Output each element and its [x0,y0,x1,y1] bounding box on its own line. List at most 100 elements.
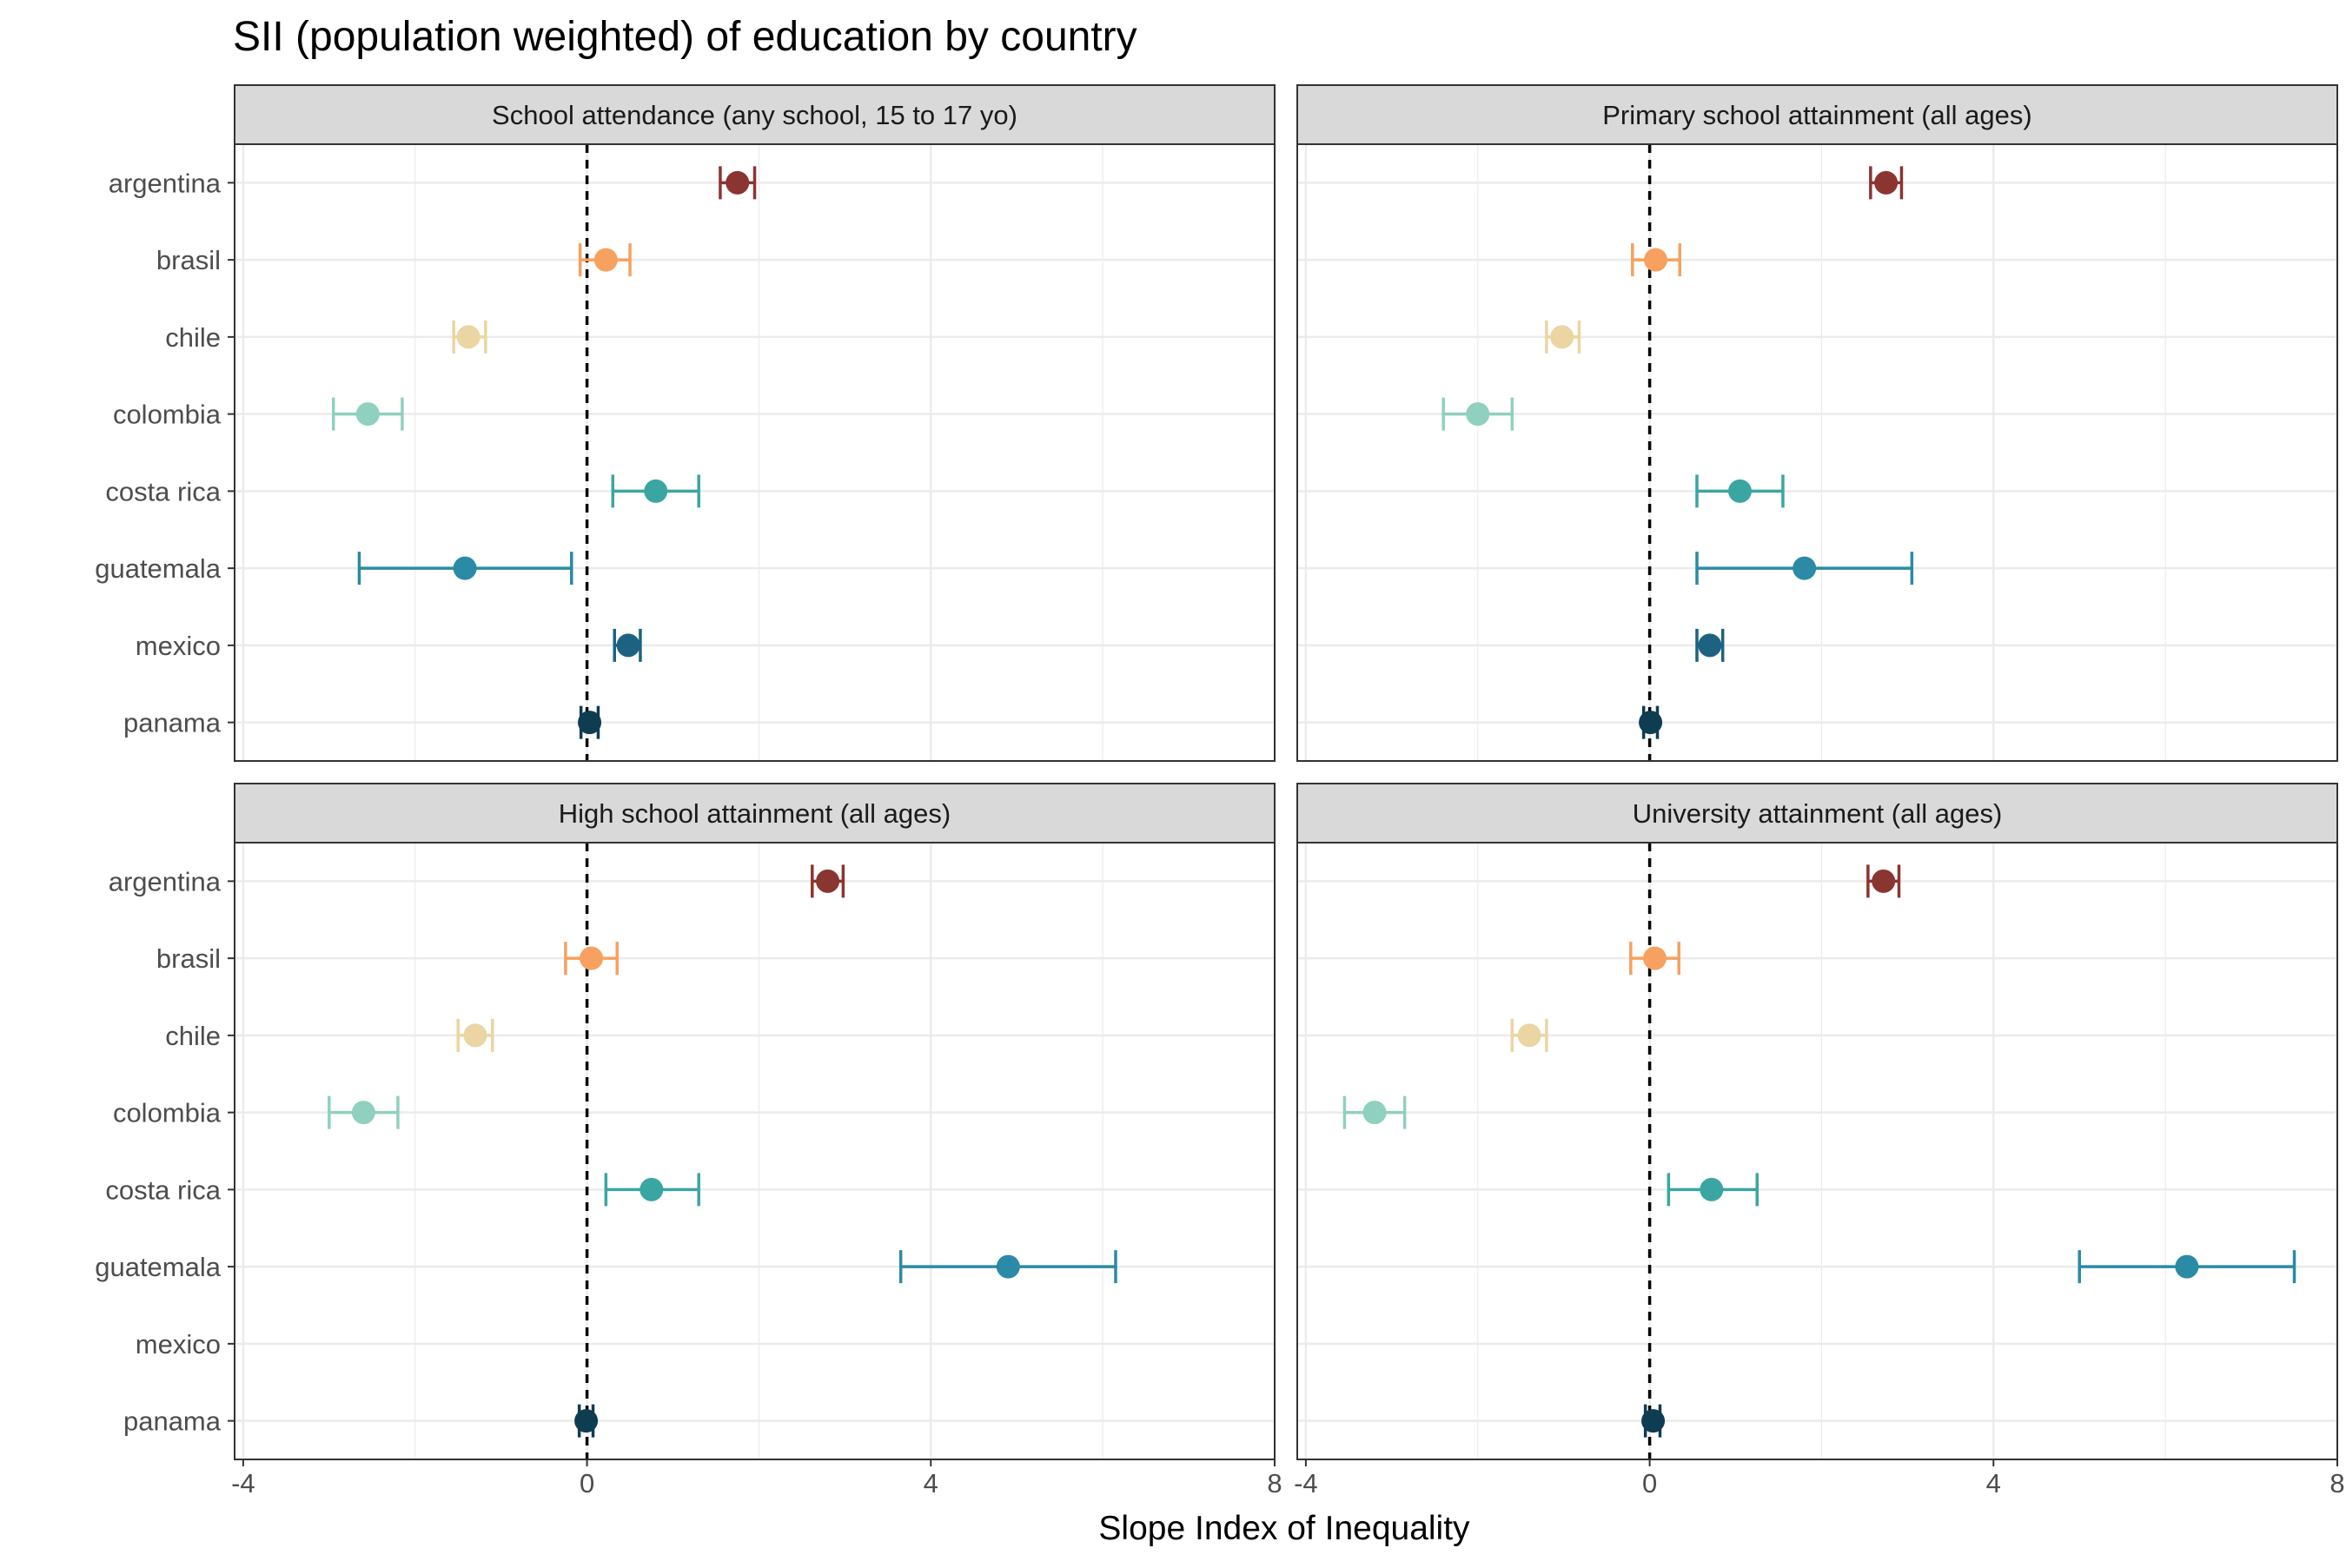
facet-3-ytick-label-costa-rica: costa rica [105,1174,221,1205]
facet-1-ytick-label-colombia: colombia [113,400,222,430]
facet-1-ytick-label-chile: chile [165,322,221,353]
facet-3-xtick-label: 4 [924,1468,938,1499]
facet-2-panama-point [1639,711,1663,735]
facet-panels: School attendance (any school, 15 to 17 … [95,84,2345,1499]
facet-4-strip [1296,783,2338,844]
facet-1-argentina-mark [719,166,757,200]
facet-3-panama-point [574,1409,599,1433]
facet-3-argentina-point [816,869,840,893]
facet-4-colombia-point [1362,1101,1387,1125]
facet-1-ytick-label-costa-rica: costa rica [105,476,221,506]
facet-1-mexico-mark [613,628,642,662]
facet-2-panama-mark [1639,705,1663,739]
facet-3-costa-rica-point [640,1177,664,1201]
facet-1-panel-border [234,143,1276,762]
facet-2-costa-rica-point [1727,479,1752,503]
facet-4-xtick-label: 8 [2329,1468,2344,1499]
chart-title: SII (population weighted) of education b… [233,14,1137,60]
facet-3-guatemala-mark [898,1250,1117,1284]
facet-2-strip-label: Primary school attainment (all ages) [1602,100,2031,130]
facet-4-guatemala-point [2175,1254,2199,1279]
facet-2-argentina-mark [1869,166,1904,200]
facet-1-brasil-mark [578,243,632,277]
facet-3-ytick-label-panama: panama [123,1406,222,1437]
facet-4-argentina-point [1872,869,1896,893]
facet-2-guatemala-mark [1695,552,1914,586]
facet-1-guatemala-point [453,556,477,580]
facet-1-panama-point [578,711,602,735]
facet-2-colombia-point [1466,402,1490,427]
facet-3-strip-label: High school attainment (all ages) [559,798,951,829]
facet-4-strip-label: University attainment (all ages) [1633,798,2003,829]
facet-2-chile-point [1550,325,1574,349]
facet-4-brasil-mark [1629,942,1680,976]
facet-3-ytick-label-guatemala: guatemala [95,1252,222,1282]
facet-3-ytick-label-colombia: colombia [113,1098,222,1128]
facet-1-ytick-label-panama: panama [123,708,222,738]
facet-3-ytick-label-chile: chile [165,1021,221,1051]
facet-4-panel-border [1296,842,2338,1460]
facet-3-brasil-mark [564,942,619,976]
facet-1-mexico-point [616,633,640,658]
facet-4-costa-rica-point [1700,1177,1724,1201]
facet-3-ytick-label-mexico: mexico [136,1329,221,1360]
facet-4-costa-rica-mark [1667,1173,1760,1207]
facet-3-ytick-label-brasil: brasil [156,943,221,974]
facet-2-costa-rica-mark [1695,474,1785,508]
facet-4-brasil-point [1643,946,1667,970]
facet-4-panel-background [1297,843,2337,1459]
facet-3-brasil-point [580,946,604,970]
facet-2-guatemala-point [1793,556,1817,580]
facet-3-colombia-mark [328,1095,400,1129]
facet-4-chile-mark [1510,1018,1548,1052]
facet-3-chile-point [463,1023,487,1048]
facet-3-xtick-label: 8 [1267,1468,1282,1499]
facet-3-colombia-point [351,1101,375,1125]
facet-2-panel-border [1296,143,2338,762]
facet-1-costa-rica-point [644,479,668,503]
facet-1-ytick-label-argentina: argentina [109,168,222,198]
facet-1-chile-mark [452,320,487,354]
facet-4-colombia-mark [1342,1095,1407,1129]
facet-4-argentina-mark [1866,864,1901,898]
facet-2-brasil-point [1644,248,1668,272]
facet-3-guatemala-point [996,1254,1020,1279]
facet-1-guatemala-mark [357,552,573,586]
facet-3-strip [234,783,1276,844]
facet-3-panama-mark [574,1404,599,1438]
facet-3-costa-rica-mark [604,1173,700,1207]
facet-4-guatemala-mark [2078,1250,2296,1284]
facet-4-xtick-label: -4 [1294,1468,1318,1499]
facet-3-ytick-label-argentina: argentina [109,866,222,896]
facet-2-strip [1296,84,2338,145]
facet-1-brasil-point [593,248,618,272]
facet-2-mexico-mark [1695,628,1725,662]
facet-1-colombia-point [355,402,380,427]
x-axis-title: Slope Index of Inequality [1098,1510,1470,1547]
facet-1-panel-background [235,144,1275,761]
facet-1-ytick-label-brasil: brasil [156,245,221,275]
facet-2-colombia-mark [1441,397,1514,431]
facet-4-panama-mark [1641,1404,1666,1438]
facet-2-chile-mark [1545,320,1581,354]
facet-3-panel-border [234,842,1276,1460]
facet-4-xtick-label: 4 [1986,1468,2001,1499]
facet-2-argentina-point [1874,170,1899,195]
facet-3-xtick-label: -4 [231,1468,255,1499]
facet-1-colombia-mark [332,397,404,431]
facet-3-panel-background [235,843,1275,1459]
facet-1-panama-mark [578,705,602,739]
facet-2-brasil-mark [1631,243,1681,277]
facet-1-costa-rica-mark [611,474,700,508]
facet-1-chile-point [456,325,480,349]
facet-4-panama-point [1641,1409,1666,1433]
facet-3-xtick-label: 0 [580,1468,594,1499]
facet-4-chile-point [1517,1023,1541,1048]
facet-1-ytick-label-guatemala: guatemala [95,553,222,584]
facet-2-mexico-point [1698,633,1722,658]
facet-4-xtick-label: 0 [1642,1468,1657,1499]
facet-3-chile-mark [456,1018,494,1052]
facet-3-argentina-mark [811,864,845,898]
facet-1-strip-label: School attendance (any school, 15 to 17 … [492,100,1017,130]
